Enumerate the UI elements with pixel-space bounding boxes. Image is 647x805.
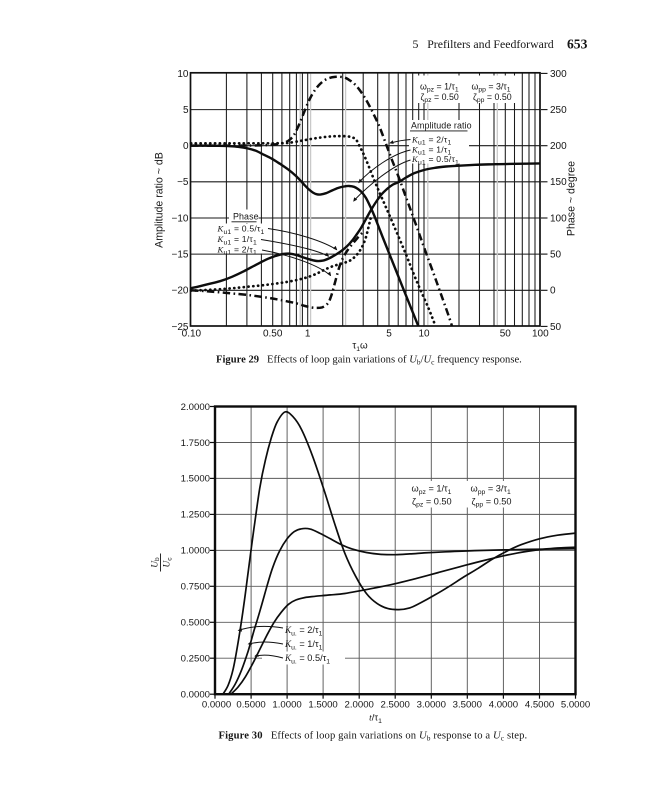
svg-text:2.5000: 2.5000 — [381, 700, 410, 711]
svg-text:τ1ω: τ1ω — [352, 341, 368, 353]
svg-text:Amplitude ratio ~ dB: Amplitude ratio ~ dB — [154, 152, 166, 248]
svg-text:150: 150 — [550, 177, 567, 188]
svg-text:0: 0 — [183, 141, 189, 152]
svg-text:0.0000: 0.0000 — [202, 700, 231, 711]
svg-text:0.0000: 0.0000 — [181, 690, 210, 701]
svg-text:100: 100 — [532, 329, 549, 340]
svg-text:50: 50 — [500, 329, 512, 340]
svg-text:−20: −20 — [172, 286, 189, 297]
svg-text:3.0000: 3.0000 — [417, 700, 446, 711]
svg-text:Figure 29 Effects of loop gai: Figure 29 Effects of loop gain variation… — [216, 355, 522, 367]
svg-text:1.5000: 1.5000 — [308, 700, 337, 711]
svg-text:Phase: Phase — [233, 211, 259, 221]
svg-text:0.7500: 0.7500 — [181, 582, 210, 593]
svg-text:4.0000: 4.0000 — [489, 700, 518, 711]
svg-text:Amplitude ratio: Amplitude ratio — [411, 121, 472, 131]
svg-text:0.2500: 0.2500 — [181, 654, 210, 665]
svg-text:−10: −10 — [172, 213, 189, 224]
svg-text:50: 50 — [550, 322, 562, 333]
svg-text:5.0000: 5.0000 — [561, 700, 590, 711]
svg-text:653: 653 — [567, 37, 588, 52]
svg-text:0.50: 0.50 — [263, 329, 283, 340]
svg-text:1: 1 — [305, 329, 311, 340]
svg-text:50: 50 — [550, 250, 562, 261]
svg-text:2.0000: 2.0000 — [181, 402, 210, 413]
svg-text:200: 200 — [550, 141, 567, 152]
svg-text:4.5000: 4.5000 — [525, 700, 554, 711]
svg-text:5: 5 — [183, 105, 189, 116]
svg-text:Ub: Ub — [150, 557, 161, 568]
svg-text:Figure 30 Effects of loop gai: Figure 30 Effects of loop gain variation… — [219, 731, 528, 743]
svg-text:10: 10 — [177, 69, 189, 80]
svg-text:−15: −15 — [172, 250, 189, 261]
svg-text:300: 300 — [550, 69, 567, 80]
svg-text:1.0000: 1.0000 — [272, 700, 301, 711]
svg-text:250: 250 — [550, 105, 567, 116]
svg-text:1.7500: 1.7500 — [181, 438, 210, 449]
svg-text:−5: −5 — [177, 177, 189, 188]
svg-text:5: 5 — [386, 329, 392, 340]
svg-text:10: 10 — [418, 329, 430, 340]
svg-text:5 Prefilters and Feedforward: 5 Prefilters and Feedforward — [413, 37, 554, 51]
svg-text:−25: −25 — [172, 322, 189, 333]
svg-text:Uc: Uc — [163, 557, 174, 568]
svg-text:1.5000: 1.5000 — [181, 474, 210, 485]
svg-text:1.2500: 1.2500 — [181, 510, 210, 521]
svg-text:100: 100 — [550, 213, 567, 224]
svg-text:0.5000: 0.5000 — [236, 700, 265, 711]
svg-text:3.5000: 3.5000 — [453, 700, 482, 711]
svg-text:Phase ~ degree: Phase ~ degree — [566, 161, 578, 236]
svg-text:0.10: 0.10 — [182, 329, 202, 340]
svg-text:0: 0 — [550, 286, 556, 297]
svg-text:1.0000: 1.0000 — [181, 546, 210, 557]
svg-text:2.0000: 2.0000 — [345, 700, 374, 711]
svg-text:0.5000: 0.5000 — [181, 618, 210, 629]
